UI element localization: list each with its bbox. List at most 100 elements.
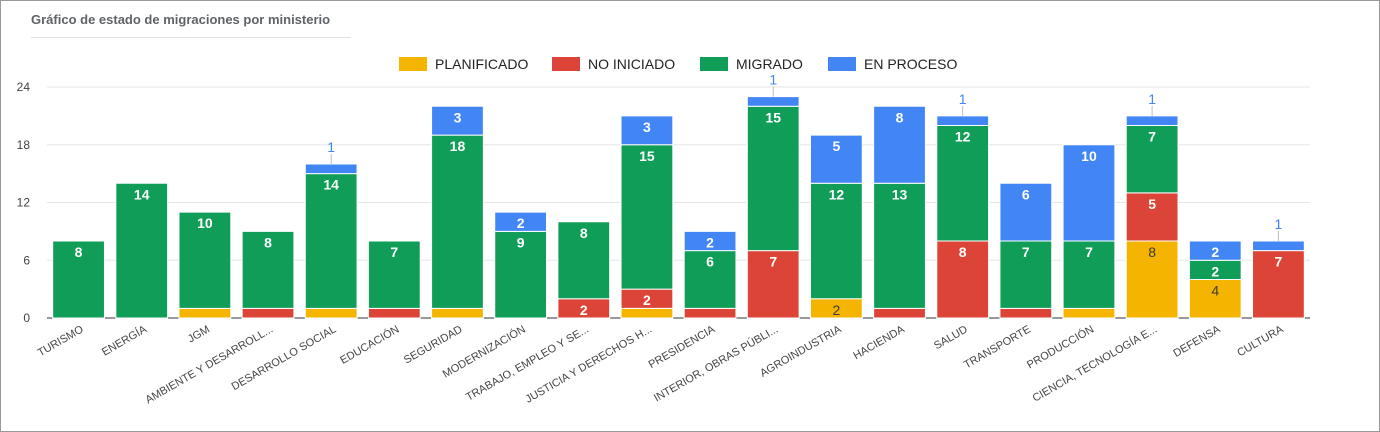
bar-segment[interactable] (241, 307, 295, 319)
bar-segment[interactable] (809, 182, 863, 300)
legend-item[interactable]: PLANIFICADO (399, 56, 528, 72)
bar-segment[interactable] (241, 230, 295, 309)
bar-segment[interactable] (936, 115, 990, 126)
y-axis: 0 6 12 18 24 (17, 80, 31, 325)
bar-segment[interactable] (620, 144, 674, 290)
bar-segment[interactable] (683, 230, 737, 252)
bar-segment[interactable] (1125, 240, 1179, 319)
data-label: 8 (1148, 244, 1156, 260)
data-label: 7 (1022, 244, 1030, 260)
bar-segment[interactable] (115, 182, 169, 319)
bar-segment[interactable] (936, 240, 990, 319)
bar-segment[interactable] (809, 134, 863, 184)
legend-swatch (828, 57, 856, 71)
x-tick-label: CULTURA (1235, 323, 1286, 359)
bar-segment[interactable] (999, 307, 1053, 319)
legend-item[interactable]: NO INICIADO (552, 56, 675, 72)
bar-segment[interactable] (1062, 240, 1116, 309)
x-tick-label: JGM (186, 323, 212, 345)
data-label: 6 (706, 254, 714, 270)
legend-swatch (399, 57, 427, 71)
data-label: 14 (323, 177, 339, 193)
data-label: 1 (327, 139, 335, 155)
bar-segment[interactable] (304, 173, 358, 309)
x-tick-label: HACIENDA (851, 323, 907, 362)
bar-segment[interactable] (367, 307, 421, 319)
data-label: 12 (829, 186, 845, 202)
bar-segment[interactable] (494, 211, 548, 232)
bar-segment[interactable] (620, 307, 674, 319)
title-divider (31, 37, 351, 38)
bar-segment[interactable] (304, 163, 358, 175)
bar-segment[interactable] (1252, 240, 1305, 252)
bar-segment[interactable] (683, 307, 737, 319)
legend-item[interactable]: EN PROCESO (828, 56, 957, 72)
gridlines (47, 86, 1310, 319)
bar-segment[interactable] (431, 307, 484, 319)
bar-segment[interactable] (1188, 240, 1242, 261)
data-label: 15 (639, 148, 655, 164)
x-tick-label: SALUD (932, 323, 970, 352)
data-label: 10 (1081, 148, 1097, 164)
bar-segment[interactable] (746, 250, 800, 319)
data-label: 3 (454, 109, 462, 125)
bar-segment[interactable] (178, 307, 232, 319)
bar-segment[interactable] (620, 115, 674, 146)
x-tick-label: ENERGÍA (99, 322, 149, 358)
bar-segment[interactable] (999, 240, 1053, 309)
x-tick-label: EDUCACIÓN (338, 323, 402, 367)
bar-segment[interactable] (746, 96, 800, 107)
bar-segment[interactable] (746, 105, 800, 252)
bar-segment[interactable] (304, 307, 358, 319)
y-tick-label: 24 (17, 80, 31, 94)
x-tick-label: SEGURIDAD (402, 323, 465, 366)
data-label: 9 (517, 234, 525, 250)
x-tick-label: TRANSPORTE (962, 323, 1033, 371)
data-label: 2 (832, 302, 840, 318)
data-label: 1 (959, 91, 967, 107)
legend-item[interactable]: MIGRADO (700, 56, 803, 72)
bar-segment[interactable] (494, 230, 548, 319)
bar-segment[interactable] (1125, 115, 1179, 126)
x-tick-label: DEFENSA (1171, 323, 1223, 360)
legend[interactable]: PLANIFICADO NO INICIADO MIGRADO EN PROCESO (399, 56, 957, 72)
data-label: 2 (643, 292, 651, 308)
legend-swatch (552, 57, 580, 71)
bar-segment[interactable] (431, 105, 484, 136)
bar-segment[interactable] (557, 221, 611, 300)
data-label: 10 (197, 215, 213, 231)
y-tick-label: 0 (23, 311, 30, 325)
bar-segment[interactable] (431, 134, 484, 309)
y-tick-label: 12 (17, 196, 31, 210)
data-label: 8 (75, 244, 83, 260)
data-label: 2 (1211, 263, 1219, 279)
data-label: 15 (765, 109, 781, 125)
bar-segment[interactable] (367, 240, 421, 309)
legend-label: EN PROCESO (864, 56, 957, 72)
bar-segment[interactable] (873, 105, 926, 184)
bar-segment[interactable] (936, 125, 990, 242)
bar-segment[interactable] (999, 182, 1053, 242)
x-tick-label: AMBIENTE Y DESARROLL... (143, 323, 275, 406)
bar-segment[interactable] (873, 307, 926, 319)
data-label: 13 (892, 186, 908, 202)
data-label: 5 (1148, 196, 1156, 212)
x-tick-label: TRABAJO, EMPLEO Y SE... (464, 323, 591, 403)
data-label: 6 (1022, 186, 1030, 202)
data-label: 14 (134, 186, 150, 202)
bar-segment[interactable] (52, 240, 105, 319)
legend-label: MIGRADO (736, 56, 803, 72)
bar-segment[interactable] (1062, 144, 1116, 242)
chart-title: Gráfico de estado de migraciones por min… (31, 12, 331, 27)
data-label: 7 (1275, 254, 1283, 270)
bar-segment[interactable] (178, 211, 232, 309)
bar-segment[interactable] (1125, 192, 1179, 242)
x-tick-label: DESARROLLO SOCIAL (230, 323, 339, 393)
legend-label: NO INICIADO (588, 56, 675, 72)
data-label: 7 (769, 254, 777, 270)
data-label: 7 (1085, 244, 1093, 260)
bars: 8141101811411711839228121531627151212511… (52, 72, 1305, 319)
data-label: 1 (1148, 91, 1156, 107)
bar-segment[interactable] (683, 250, 737, 309)
bar-segment[interactable] (1062, 307, 1116, 319)
